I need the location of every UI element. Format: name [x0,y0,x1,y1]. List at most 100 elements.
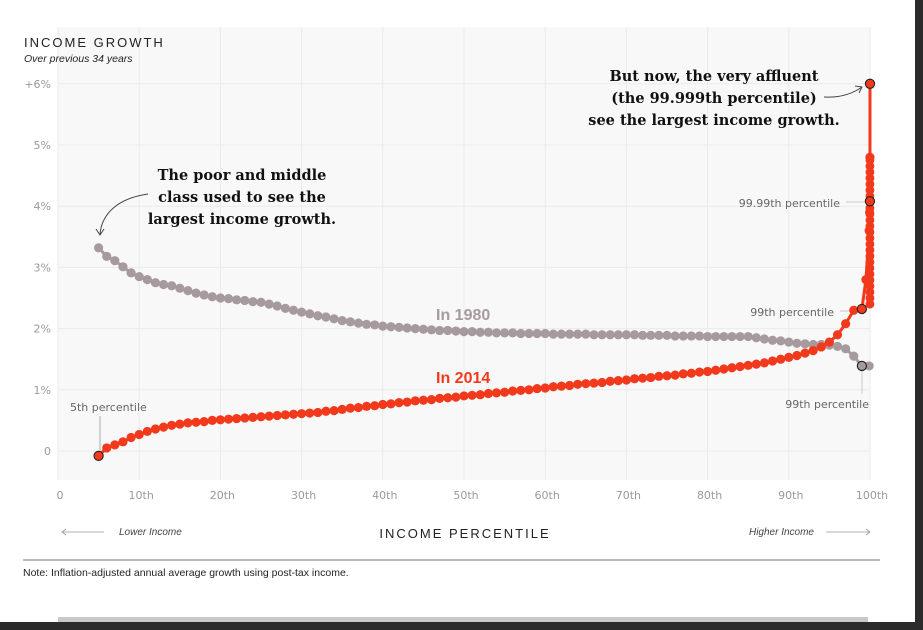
data-point [564,380,575,391]
data-point [654,330,664,340]
data-point [662,330,672,340]
data-point [215,293,225,303]
window-border-bottom [0,622,915,630]
data-point [573,329,583,339]
data-point [118,262,128,272]
chart-page: +6% 5% 4% 3% 2% 1% 0 0 10th 20th 30th 40th 50th 60th… [0,0,915,622]
data-point [394,322,404,332]
data-point [824,337,835,347]
data-point [508,328,518,338]
data-point [418,395,428,405]
x-tick-label: 0 [57,489,64,502]
data-point [337,404,347,414]
data-point [743,331,753,342]
data-point [500,328,510,338]
data-point [670,331,680,341]
data-point [223,414,234,424]
annotation-very-affluent-line-2: (the 99.999th percentile) [611,90,817,107]
footnote: Note: Inflation-adjusted annual average … [23,567,349,579]
data-point [767,356,778,366]
data-point [621,375,632,385]
data-point [613,376,623,386]
data-point [678,331,688,341]
data-point [435,393,445,403]
data-point [386,399,396,409]
data-point [329,406,339,416]
x-tick-label: 20th [210,489,235,502]
data-point [183,418,193,428]
annotation-very-affluent-line-1: But now, the very affluent [609,68,818,85]
data-point [678,369,688,379]
data-point [832,341,843,351]
x-axis-direction: Lower Income INCOME PERCENTILE Higher In… [61,526,871,541]
data-point [305,309,315,319]
x-tick-label: 50th [453,489,478,502]
data-point [199,417,209,427]
data-point [451,326,461,336]
data-point [508,386,518,396]
data-point [800,339,810,349]
data-point [248,412,258,422]
data-point [378,321,388,331]
data-point [556,381,567,391]
data-point [703,331,713,342]
chart-title: INCOME GROWTH [24,35,165,50]
data-point [532,328,542,339]
data-point [694,331,705,341]
data-point [581,379,591,389]
window-border-right [915,0,923,630]
data-point [232,413,242,424]
data-point [743,360,753,370]
data-point [118,437,128,447]
highlight-marker-p9999-2014 [864,196,876,207]
data-point [272,301,282,311]
data-point [199,290,209,300]
data-point [475,390,485,400]
data-point [345,403,355,413]
y-tick-label: 1% [34,384,51,397]
x-tick-label: 70th [616,489,641,502]
data-point [158,422,169,432]
x-axis-ticks: 0 10th 20th 30th 40th 50th 60th 70th 80th 90th 100… [57,489,889,502]
data-point [370,401,380,411]
data-point [646,330,656,340]
data-point [207,292,217,302]
data-point [102,251,112,261]
annotation-poor-middle-line-2: class used to see the [158,189,326,206]
data-point [516,328,526,339]
data-point [589,378,599,388]
data-point [150,278,161,288]
data-point [621,330,632,340]
data-point [288,409,299,419]
data-point [142,426,152,437]
data-point [832,330,843,340]
data-point [711,331,721,342]
data-point [313,311,323,321]
data-point [223,294,234,304]
data-point [451,392,461,402]
highlight-marker-p5-2014 [93,450,104,462]
series-2014 [94,79,875,461]
data-point [175,283,185,293]
data-point [629,374,640,384]
data-point [321,312,331,322]
data-point [183,286,193,296]
data-point [751,359,761,369]
data-point [792,350,802,361]
x-tick-label: 10th [129,489,154,502]
data-point [321,406,331,416]
data-point [110,440,120,450]
data-point [370,320,380,330]
x-tick-label: 80th [697,489,722,502]
data-point [142,275,152,285]
data-point [329,314,339,324]
arrow-to-1980-start [99,193,149,235]
data-point [410,324,420,334]
series-label-2014: In 2014 [436,370,490,387]
data-point [459,327,469,337]
data-point [759,358,770,368]
data-point [654,371,664,381]
data-point [426,325,437,335]
data-point [191,288,201,298]
data-point [443,393,453,403]
